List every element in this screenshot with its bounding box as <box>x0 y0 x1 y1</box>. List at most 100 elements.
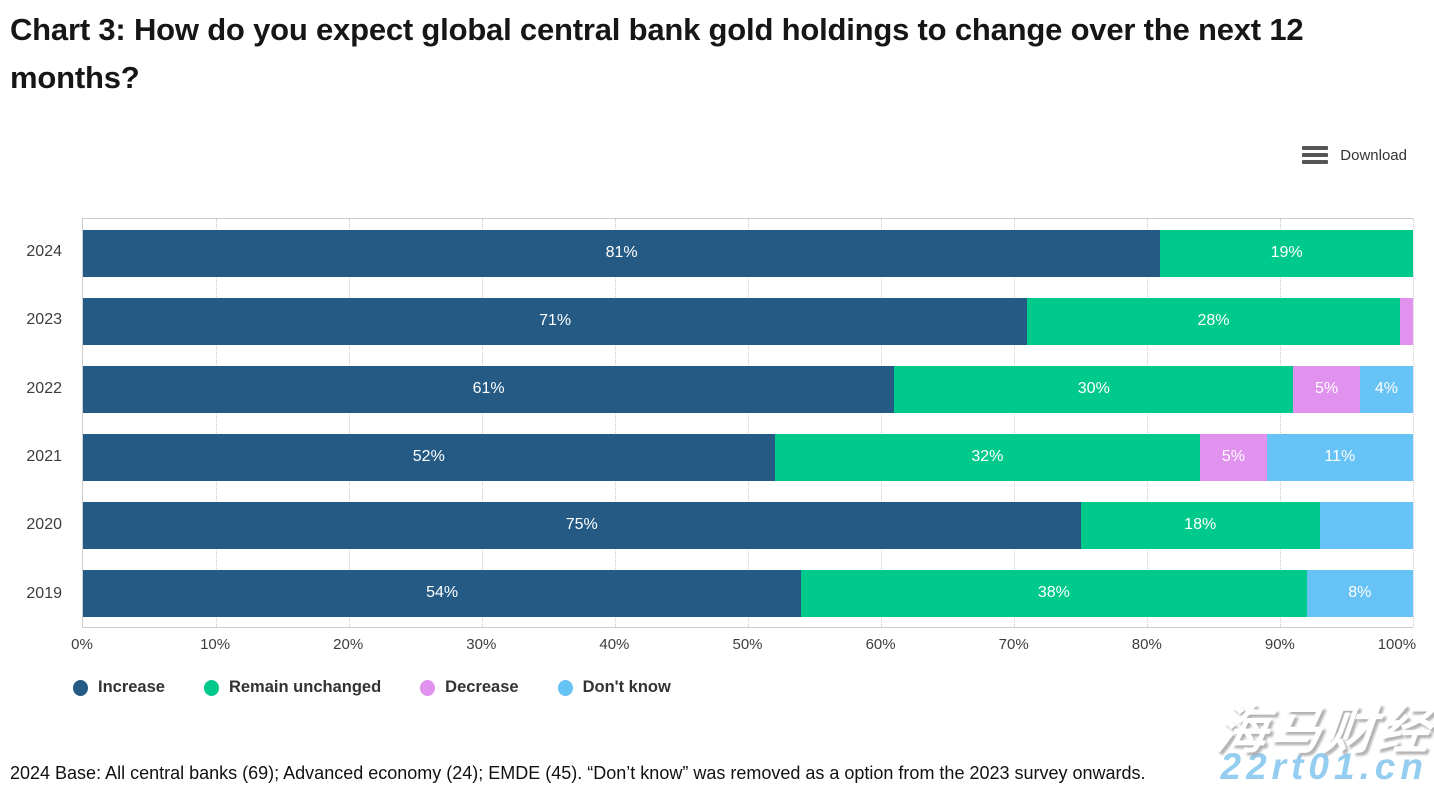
x-axis-tick-label: 50% <box>732 636 763 653</box>
stacked-bar: 71% 28% <box>83 297 1413 345</box>
bar-segment-decrease: 5% <box>1200 433 1267 481</box>
stacked-bar: 61% 30% 5% 4% <box>83 365 1413 413</box>
legend: Increase Remain unchanged Decrease Don't kn… <box>73 678 671 697</box>
bar-value-label: 4% <box>1374 380 1398 397</box>
legend-item-increase[interactable]: Increase <box>73 678 165 697</box>
x-axis-labels: 0% 10% 20% 30% 40% 50% 60% 70% 80% 90% 100% <box>71 636 1417 658</box>
grid-line <box>748 219 749 627</box>
bar-value-label: 75% <box>565 516 598 533</box>
stacked-bar: 75% 18% <box>83 501 1413 549</box>
bar-segment-remain-unchanged: 38% <box>801 569 1307 617</box>
bar-value-label: 54% <box>426 584 459 601</box>
bar-segment-increase: 54% <box>83 569 802 617</box>
legend-marker-icon <box>203 679 219 696</box>
bar-value-label: 61% <box>472 380 505 397</box>
bar-segment-increase: 71% <box>83 297 1028 345</box>
bar-segment-don-t-know: 8% <box>1306 569 1413 617</box>
bar-row: 54% 38% 8% <box>83 559 1413 627</box>
x-axis-tick-label: 30% <box>466 636 497 653</box>
bar-segment-remain-unchanged: 32% <box>774 433 1201 481</box>
bar-segment-increase: 81% <box>83 229 1161 277</box>
bar-segment-remain-unchanged: 28% <box>1027 297 1400 345</box>
bar-segment-remain-unchanged: 19% <box>1160 229 1413 277</box>
bar-segment-increase: 75% <box>83 501 1081 549</box>
stacked-bar: 54% 38% 8% <box>83 569 1413 617</box>
bar-row: 61% 30% 5% 4% <box>83 355 1413 423</box>
x-axis-tick-label: 0% <box>71 636 93 653</box>
bar-value-label: 5% <box>1221 448 1245 465</box>
bar-segment-decrease: 5% <box>1293 365 1360 413</box>
bar-value-label: 11% <box>1324 448 1356 465</box>
bar-value-label: 19% <box>1270 244 1303 261</box>
chart-title: Chart 3: How do you expect global centra… <box>10 12 1304 95</box>
hamburger-icon <box>1302 146 1329 164</box>
y-axis-label: 2023 <box>26 311 62 329</box>
legend-label: Decrease <box>445 678 519 696</box>
bar-segment-remain-unchanged: 18% <box>1080 501 1320 549</box>
grid-line <box>1014 219 1015 627</box>
legend-item-remain-unchanged[interactable]: Remain unchanged <box>203 678 382 697</box>
bar-segment-increase: 52% <box>83 433 775 481</box>
download-label: Download <box>1340 146 1407 164</box>
x-axis-tick-label: 90% <box>1264 636 1295 653</box>
legend-label: Remain unchanged <box>228 678 382 696</box>
y-axis-label: 2019 <box>26 584 62 602</box>
grid-line <box>1280 219 1281 627</box>
bar-value-label: 38% <box>1037 584 1070 601</box>
x-axis-tick-label: 60% <box>865 636 896 653</box>
bar-value-label: 5% <box>1314 380 1339 397</box>
grid-line <box>1413 219 1414 627</box>
bar-segment-remain-unchanged: 30% <box>894 365 1294 413</box>
grid-line <box>349 219 350 627</box>
x-axis-tick-label: 80% <box>1131 636 1162 653</box>
grid-line <box>216 219 217 627</box>
x-axis-tick-label: 40% <box>599 636 630 653</box>
bar-segment-don-t-know: 11% <box>1266 433 1413 481</box>
x-axis-tick-label: 100% <box>1377 636 1417 653</box>
x-axis-tick-label: 70% <box>998 636 1029 653</box>
bar-segment-don-t-know <box>1319 501 1413 549</box>
download-menu-button[interactable]: Download <box>1302 146 1407 164</box>
x-axis-tick-label: 20% <box>333 636 364 653</box>
bar-row: 52% 32% 5% 11% <box>83 423 1413 491</box>
bar-row: 71% 28% <box>83 287 1413 355</box>
footer-note: 2024 Base: All central banks (69); Advan… <box>10 763 1146 783</box>
bar-value-label: 32% <box>971 448 1004 465</box>
x-axis-tick-label: 10% <box>200 636 231 653</box>
y-axis-labels: 2024 2023 2022 2021 2020 2019 <box>0 218 62 628</box>
bar-segment-increase: 61% <box>83 365 895 413</box>
bar-row: 81% 19% <box>83 219 1413 287</box>
bar-value-label: 81% <box>605 244 638 261</box>
watermark-url-text: 22rt01.cn <box>1220 746 1428 787</box>
bar-value-label: 52% <box>412 448 445 465</box>
legend-label: Increase <box>98 678 165 696</box>
y-axis-label: 2021 <box>26 448 62 466</box>
legend-marker-icon <box>73 679 88 696</box>
bar-segment-don-t-know: 4% <box>1359 365 1413 413</box>
legend-item-don-t-know[interactable]: Don't know <box>557 678 671 697</box>
bar-value-label: 18% <box>1184 516 1217 533</box>
stacked-bar: 52% 32% 5% 11% <box>83 433 1413 481</box>
bar-value-label: 28% <box>1197 312 1230 329</box>
watermark-brand-text: 海马财经 <box>1212 702 1434 760</box>
stacked-bar: 81% 19% <box>83 229 1413 277</box>
bar-value-label: 8% <box>1348 584 1372 601</box>
bar-rows: 81% 19% 71% 28% 61% 30% 5% 4% 52% 32% 5% 11% 75% 18% 5… <box>83 219 1413 627</box>
bar-row: 75% 18% <box>83 491 1413 559</box>
bar-segment-decrease <box>1399 297 1413 345</box>
grid-line <box>615 219 616 627</box>
bar-value-label: 30% <box>1077 380 1110 397</box>
legend-label: Don't know <box>582 678 671 696</box>
y-axis-label: 2022 <box>26 379 62 397</box>
y-axis-label: 2024 <box>26 243 62 261</box>
grid-line <box>482 219 483 627</box>
legend-marker-icon <box>420 679 436 696</box>
legend-marker-icon <box>557 679 573 696</box>
y-axis-label: 2020 <box>26 516 62 534</box>
legend-item-decrease[interactable]: Decrease <box>420 678 519 697</box>
chart-plot: 81% 19% 71% 28% 61% 30% 5% 4% 52% 32% 5% 11% 75% 18% 5… <box>82 218 1414 628</box>
grid-line <box>881 219 882 627</box>
grid-line <box>1147 219 1148 627</box>
bar-value-label: 71% <box>539 312 572 329</box>
